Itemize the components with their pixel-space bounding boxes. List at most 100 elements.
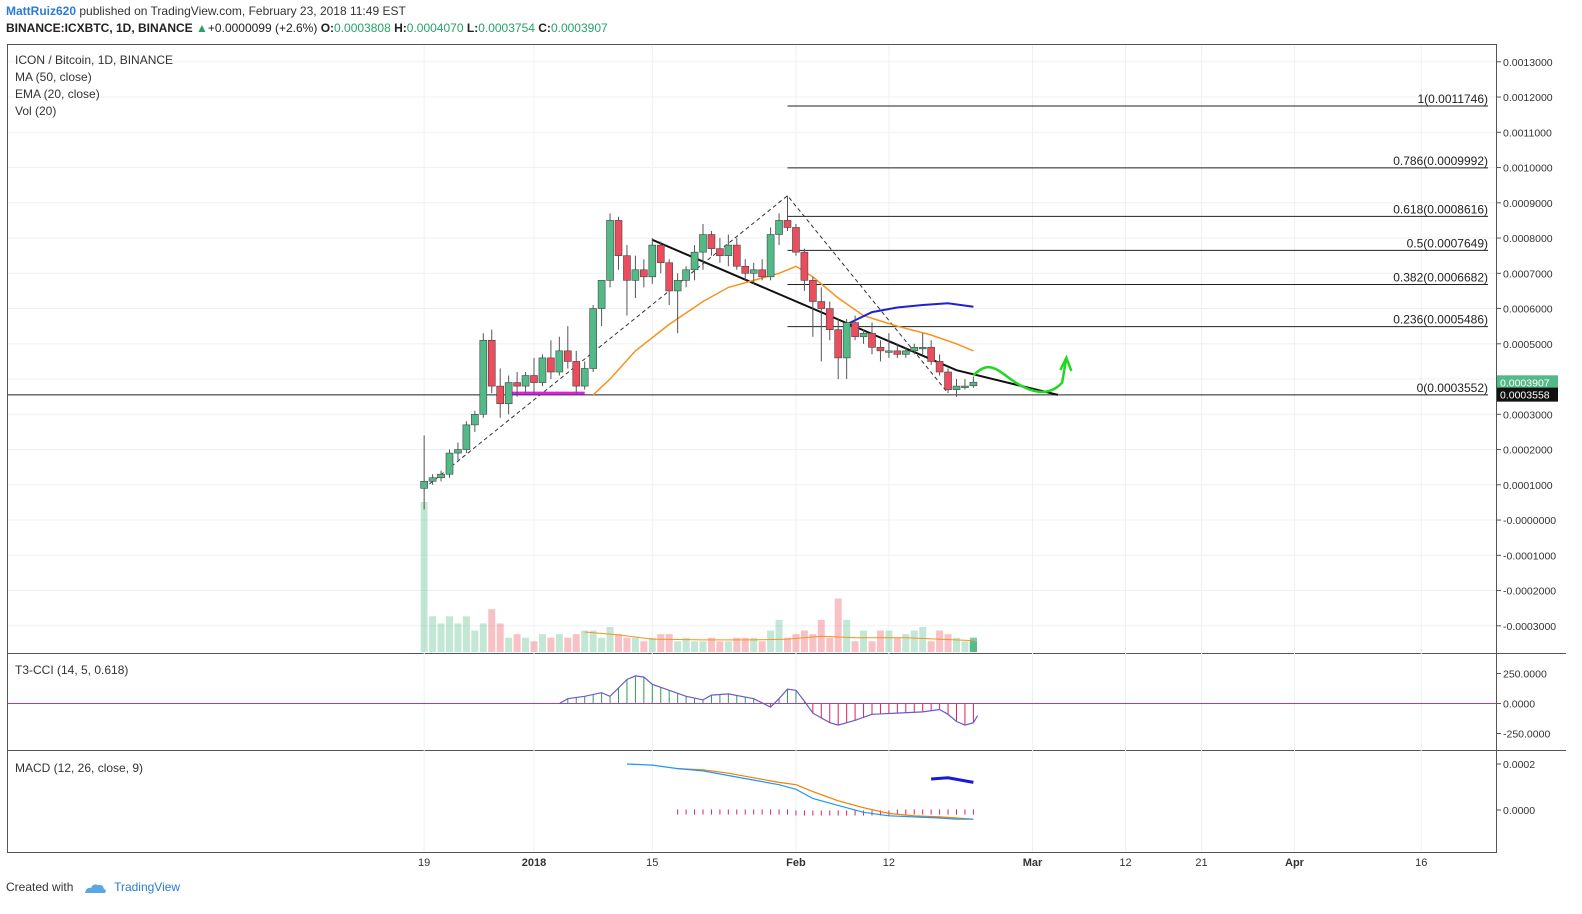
price-axis: 0.0013000 0.0012000 0.0011000 0.0010000 0.00… xyxy=(1496,57,1558,633)
candle-body xyxy=(775,220,783,235)
volume-bar xyxy=(572,634,580,652)
volume-bar xyxy=(893,637,901,652)
volume-bar xyxy=(800,630,808,652)
fib-level-label: 0.786(0.0009992) xyxy=(1393,154,1488,168)
chart-frame xyxy=(7,44,1497,853)
volume-bar xyxy=(809,634,817,652)
candle-body xyxy=(944,371,952,390)
volume-bar xyxy=(792,634,800,652)
macd-tick-label: 0.0002 xyxy=(1503,759,1535,771)
candle-body xyxy=(732,244,741,267)
volume-bar xyxy=(454,623,462,652)
volume-bar xyxy=(606,627,614,652)
volume-bar xyxy=(851,641,859,652)
candle-body xyxy=(572,361,581,387)
candle-body xyxy=(428,477,437,482)
candle-body xyxy=(513,382,521,387)
fib-level-label: 0.236(0.0005486) xyxy=(1393,313,1488,327)
fib-level-label: 1(0.0011746) xyxy=(1418,92,1489,106)
moving-averages xyxy=(592,265,974,396)
candle-body xyxy=(910,347,919,352)
volume-bar xyxy=(961,641,969,652)
cci-pane: 250.0000 0.0000 -250.0000 xyxy=(8,669,1550,741)
volume-bar xyxy=(699,641,707,652)
volume-bar xyxy=(513,634,521,652)
candle-body xyxy=(487,339,496,387)
volume-bar xyxy=(623,637,631,652)
projection-path xyxy=(972,357,1068,394)
volume-bar xyxy=(767,630,775,652)
candle-body xyxy=(530,375,538,383)
legend-ma: MA (50, close) xyxy=(15,70,92,84)
candle-body xyxy=(454,449,462,454)
volume-bar xyxy=(429,616,437,652)
candle-body xyxy=(597,280,606,309)
candles xyxy=(420,195,978,510)
candle-body xyxy=(665,262,674,292)
candle-body xyxy=(496,385,505,405)
volume-bar xyxy=(944,634,952,652)
candle-body xyxy=(758,269,766,278)
volume-bar xyxy=(462,616,470,652)
candle-body xyxy=(901,350,910,355)
time-tick-label: 12 xyxy=(883,857,895,869)
candle-body xyxy=(538,357,547,383)
volume-bar xyxy=(860,630,868,652)
volume-bar xyxy=(953,637,960,652)
volume-bar xyxy=(581,630,589,652)
candle-body xyxy=(935,361,944,373)
volume-bar xyxy=(505,637,513,652)
candle-body xyxy=(445,452,454,475)
macd-label: MACD (12, 26, close, 9) xyxy=(15,761,143,775)
macd-pane: 0.0002 0.0000 xyxy=(626,759,1535,820)
macd-signal-line xyxy=(677,768,974,820)
candle-body xyxy=(589,308,597,369)
candle-body xyxy=(462,424,471,450)
volume-bar xyxy=(902,634,910,652)
volume-bar xyxy=(733,637,741,652)
macd-tick-label: 0.0000 xyxy=(1503,805,1535,817)
time-tick-label: 16 xyxy=(1415,857,1427,869)
tradingview-link[interactable]: TradingView xyxy=(114,880,181,894)
candle-body xyxy=(800,251,809,281)
volume-bar xyxy=(969,641,977,652)
candle-body xyxy=(825,308,834,330)
price-change: +0.0000099 (+2.6%) xyxy=(207,21,318,35)
volume-bar xyxy=(927,641,935,652)
grid xyxy=(8,45,1496,852)
projection-arrow-icon xyxy=(1059,354,1073,372)
fib-level-label: 0.618(0.0008616) xyxy=(1393,202,1488,216)
macd-annotation-line xyxy=(930,776,974,784)
volume-bar xyxy=(969,641,977,652)
last-price-label: 0.0003907 xyxy=(1500,377,1550,389)
volume-bar xyxy=(750,637,758,652)
time-tick-label: 12 xyxy=(1119,857,1131,869)
price-tick-label: 0.0012000 xyxy=(1503,92,1553,104)
volume-bar xyxy=(843,619,851,652)
volume-bar xyxy=(969,641,977,652)
candle-body xyxy=(969,381,978,387)
time-tick-label: Feb xyxy=(786,857,806,869)
time-tick-label: Apr xyxy=(1285,857,1305,869)
volume-bar xyxy=(682,637,690,652)
volume-bar xyxy=(615,634,622,652)
publish-header: MattRuiz620 published on TradingView.com… xyxy=(6,4,406,18)
candle-body xyxy=(842,322,851,359)
legend-vol: Vol (20) xyxy=(15,104,56,118)
candle-body xyxy=(741,265,750,274)
candle-body xyxy=(859,332,868,338)
volume-bar xyxy=(876,630,884,652)
volume-bar xyxy=(538,634,546,652)
candle-body xyxy=(563,350,572,362)
footer: Created with TradingView xyxy=(6,880,180,895)
legend-title: ICON / Bitcoin, 1D, BINANCE xyxy=(15,53,173,67)
volume-bar xyxy=(657,634,665,652)
fib-level-label: 0.5(0.0007649) xyxy=(1407,236,1488,250)
author-link[interactable]: MattRuiz620 xyxy=(6,4,77,18)
candle-body xyxy=(547,357,555,373)
legend-ema: EMA (20, close) xyxy=(15,87,100,101)
cci-tick-label: 250.0000 xyxy=(1503,669,1547,681)
created-with: Created with xyxy=(6,880,74,894)
price-tick-label: 0.0011000 xyxy=(1503,127,1552,139)
